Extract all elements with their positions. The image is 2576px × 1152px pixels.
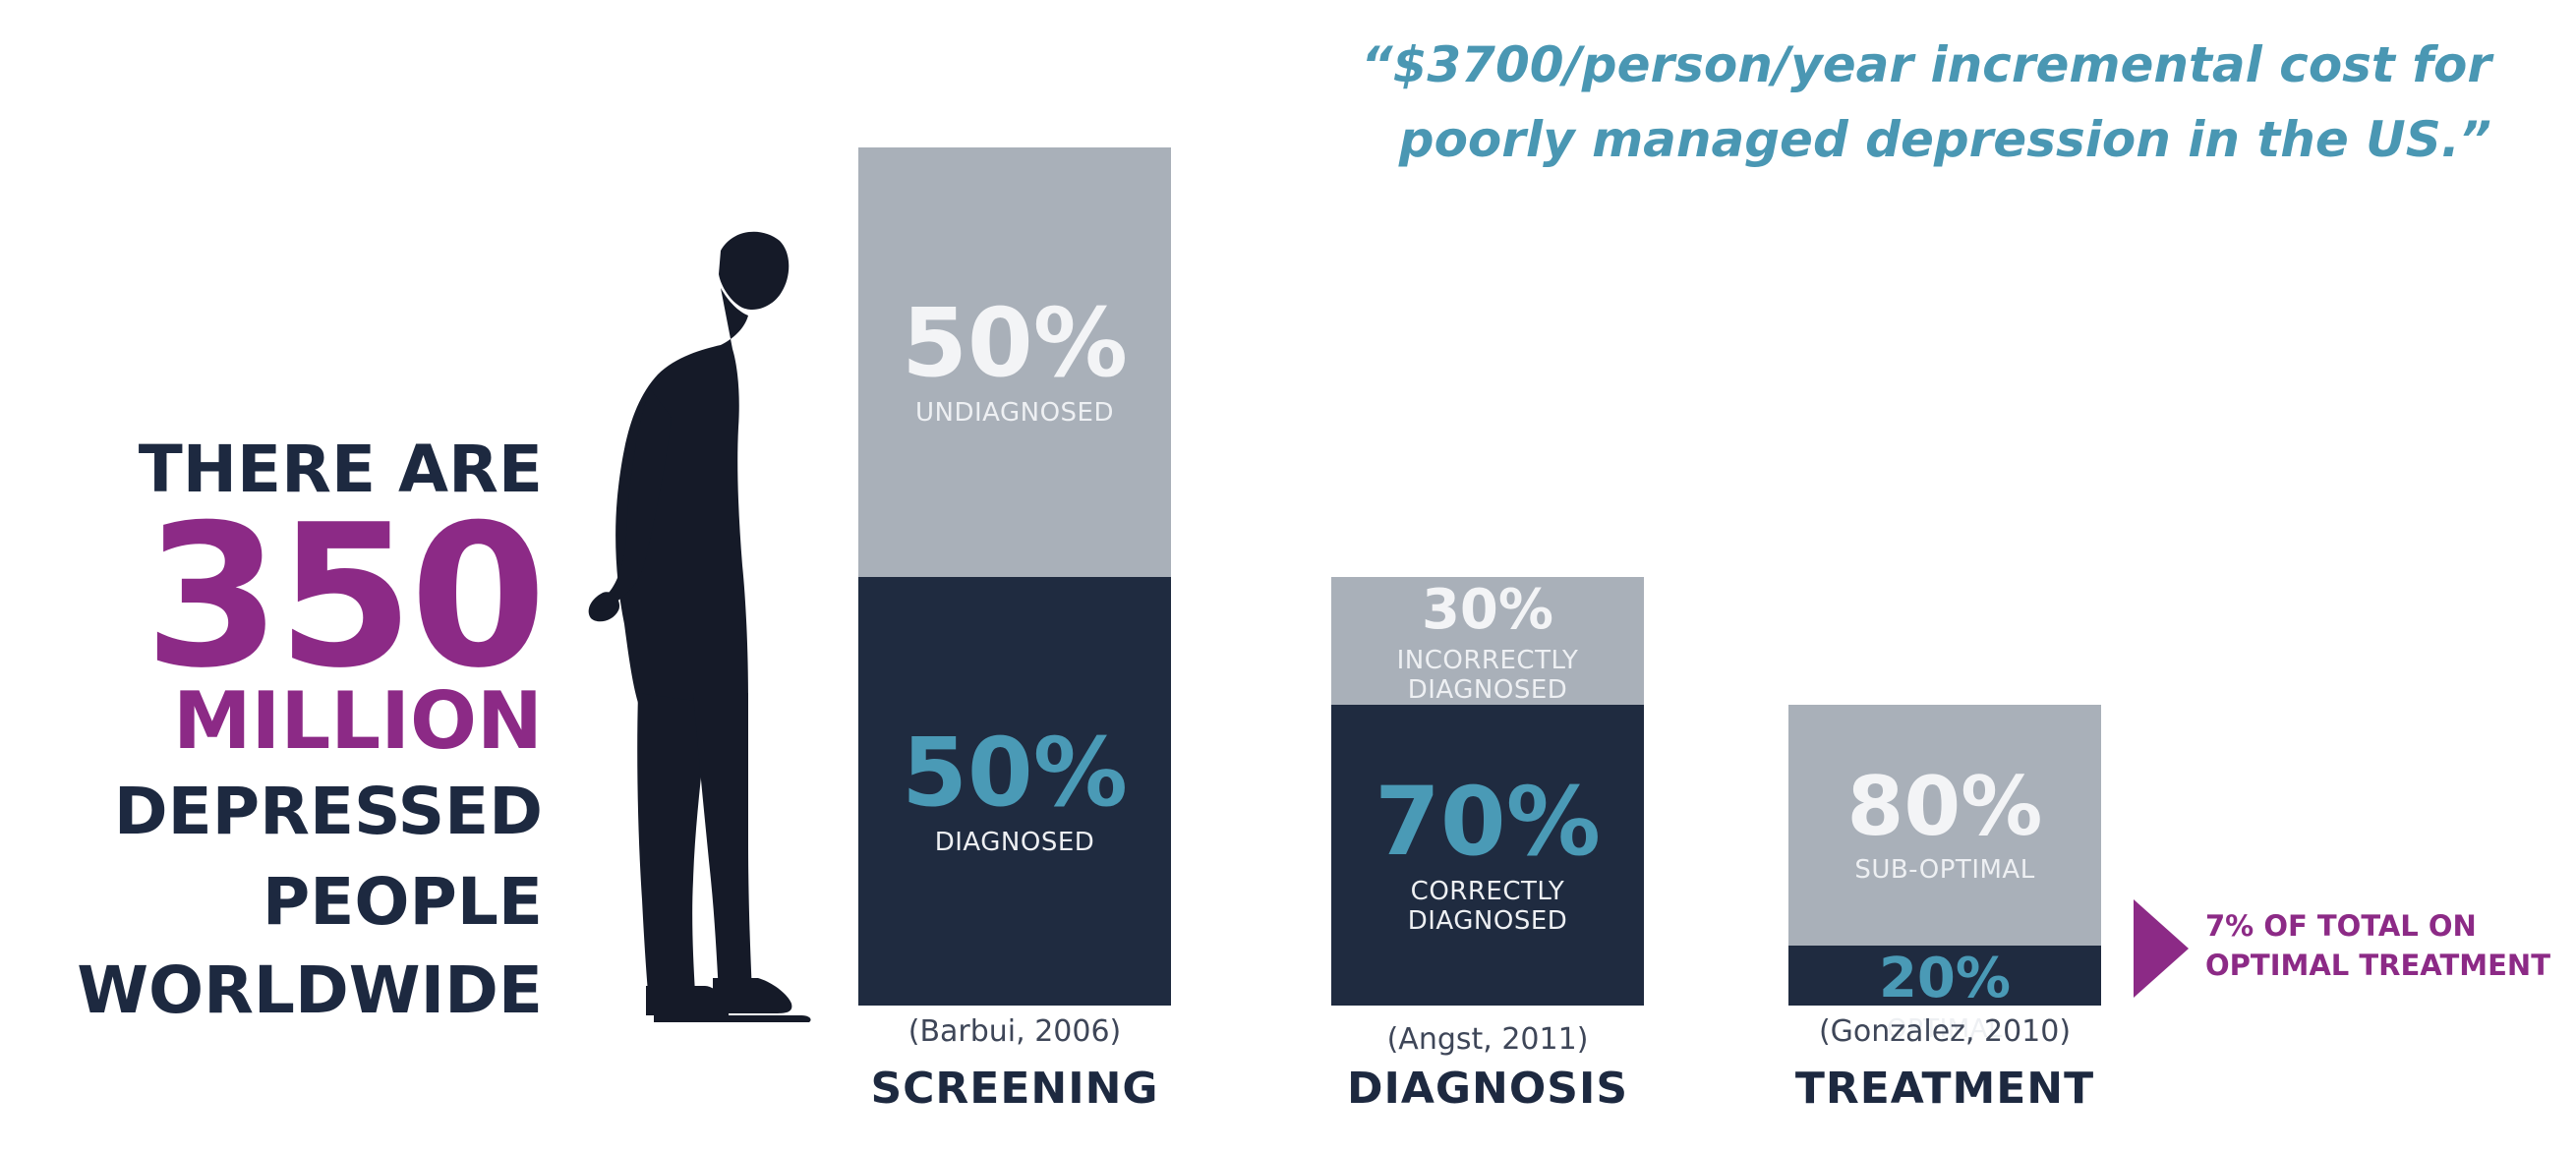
bar-segment-screening-upper: 50% UNDIAGNOSED (858, 147, 1171, 577)
stage-label-treatment: TREATMENT (1794, 1064, 2095, 1114)
person-silhouette-icon (588, 231, 811, 1022)
headline-line-3: PEOPLE (262, 864, 543, 940)
data-label-value: 30% (1421, 577, 1554, 642)
headline-number: 350 (144, 483, 547, 712)
data-label-value: 80% (1846, 759, 2043, 855)
cost-quote: “$3700/person/year incremental cost for … (1312, 28, 2491, 177)
bar-segment-treatment-lower: 20% OPTIMAL (1788, 945, 2101, 1044)
quote-line-1: “$3700/person/year incremental cost for (1361, 36, 2491, 93)
data-label-value: 50% (902, 717, 1128, 828)
stage-label-diagnosis: DIAGNOSIS (1346, 1064, 1629, 1114)
data-label-category: OPTIMAL (1887, 1013, 2003, 1044)
headline-line-2: DEPRESSED (113, 774, 543, 849)
data-label-value: 50% (902, 288, 1128, 399)
bar-segment-treatment-upper: 80% SUB-OPTIMAL (1788, 705, 2101, 946)
data-label-category: CORRECTLY DIAGNOSED (1407, 877, 1568, 937)
bar-segment-screening-lower: 50% DIAGNOSED (858, 576, 1171, 1006)
optimal-treatment-callout: 7% OF TOTAL ON OPTIMAL TREATMENT (2205, 909, 2550, 982)
citation-diagnosis: (Angst, 2011) (1386, 1022, 1589, 1057)
bar-segment-diagnosis-lower: 70% CORRECTLY DIAGNOSED (1331, 705, 1644, 1006)
data-label-category: UNDIAGNOSED (914, 398, 1114, 429)
triangle-right-icon (2134, 899, 2189, 998)
headline-line-1: THERE ARE (138, 432, 543, 507)
stage-label-screening: SCREENING (870, 1064, 1159, 1114)
data-label-value: 70% (1375, 767, 1601, 878)
data-label-category: SUB-OPTIMAL (1854, 855, 2035, 886)
headline-unit: MILLION (172, 675, 543, 767)
bar-segment-diagnosis-upper: 30% INCORRECTLY DIAGNOSED (1331, 576, 1644, 706)
citation-screening: (Barbui, 2006) (907, 1014, 1122, 1049)
quote-line-2: poorly managed depression in the US.” (1398, 111, 2491, 168)
data-label-category: DIAGNOSED (934, 827, 1095, 857)
data-label-value: 20% (1878, 946, 2012, 1010)
data-label-category: INCORRECTLY DIAGNOSED (1396, 645, 1579, 705)
citation-treatment: (Gonzalez, 2010) (1818, 1014, 2072, 1049)
headline-line-4: WORLDWIDE (77, 952, 543, 1028)
